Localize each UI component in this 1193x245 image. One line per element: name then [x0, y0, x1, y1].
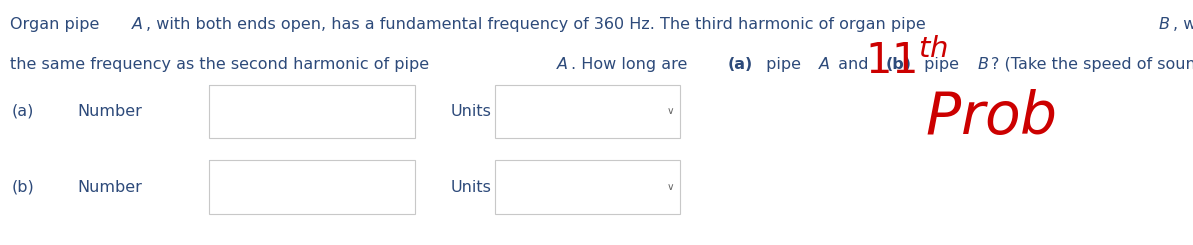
Text: Number: Number	[78, 180, 142, 195]
Text: Number: Number	[78, 104, 142, 119]
Text: pipe: pipe	[760, 57, 805, 72]
Text: A: A	[557, 57, 568, 72]
Text: B: B	[1158, 17, 1169, 32]
FancyBboxPatch shape	[209, 160, 415, 214]
FancyBboxPatch shape	[209, 85, 415, 138]
FancyBboxPatch shape	[209, 160, 230, 214]
Text: the same frequency as the second harmonic of pipe: the same frequency as the second harmoni…	[10, 57, 434, 72]
Text: ∨: ∨	[667, 107, 674, 116]
FancyBboxPatch shape	[495, 160, 680, 214]
Text: i: i	[217, 104, 222, 119]
Text: ? (Take the speed of sound to be 343 m/s.): ? (Take the speed of sound to be 343 m/s…	[991, 57, 1193, 72]
Text: (a): (a)	[12, 104, 35, 119]
Text: , with both ends open, has a fundamental frequency of 360 Hz. The third harmonic: , with both ends open, has a fundamental…	[146, 17, 931, 32]
Text: ∨: ∨	[667, 183, 674, 192]
Text: Units: Units	[451, 180, 492, 195]
Text: and: and	[833, 57, 873, 72]
Text: pipe: pipe	[919, 57, 964, 72]
Text: B: B	[977, 57, 988, 72]
Text: (b): (b)	[12, 180, 35, 195]
Text: A: A	[131, 17, 142, 32]
Text: (b): (b)	[885, 57, 911, 72]
Text: $\mathit{11}^{th}$: $\mathit{11}^{th}$	[865, 40, 948, 83]
FancyBboxPatch shape	[495, 85, 680, 138]
Text: Organ pipe: Organ pipe	[10, 17, 104, 32]
Text: $\mathit{Prob}$: $\mathit{Prob}$	[925, 89, 1056, 146]
Text: A: A	[818, 57, 830, 72]
Text: i: i	[217, 180, 222, 195]
Text: (a): (a)	[728, 57, 753, 72]
Text: Units: Units	[451, 104, 492, 119]
Text: . How long are: . How long are	[571, 57, 693, 72]
FancyBboxPatch shape	[209, 85, 230, 138]
Text: , with one end open, has: , with one end open, has	[1173, 17, 1193, 32]
